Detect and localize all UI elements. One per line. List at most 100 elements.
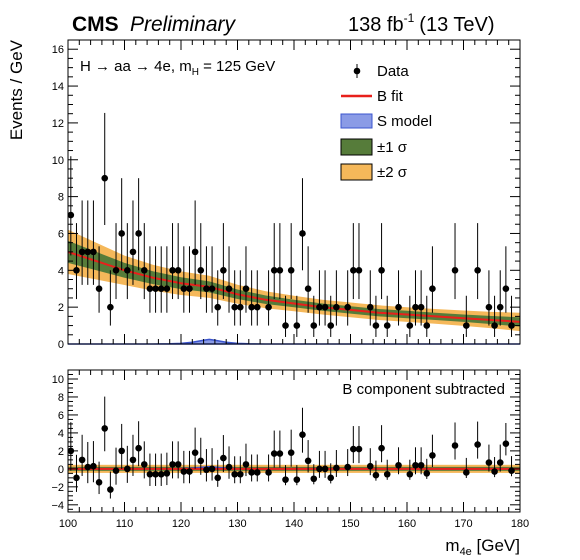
data-point [135, 421, 142, 467]
data-point [140, 441, 148, 479]
data-marker [231, 470, 238, 478]
legend-entry-bfit: B fit [341, 88, 404, 105]
data-point [287, 429, 295, 467]
data-marker [451, 442, 459, 449]
data-marker [417, 461, 425, 469]
data-marker [174, 461, 182, 468]
data-marker [225, 285, 233, 293]
data-marker [321, 303, 329, 311]
data-marker [508, 322, 515, 329]
data-point [383, 295, 391, 337]
data-point [429, 246, 436, 313]
data-point [316, 450, 323, 478]
data-marker [502, 285, 510, 293]
data-marker [157, 285, 165, 293]
legend-label: S model [377, 113, 432, 130]
annotation-text: H → aa → 4e, m [80, 58, 192, 75]
data-marker [451, 267, 459, 274]
data-marker [366, 462, 374, 470]
data-marker [406, 470, 414, 478]
data-point [496, 270, 504, 326]
data-point [146, 453, 154, 486]
data-marker [372, 471, 380, 479]
data-marker [316, 303, 323, 311]
data-point [107, 270, 114, 326]
data-point [163, 246, 171, 313]
data-point [197, 437, 205, 475]
data-marker [242, 461, 250, 468]
main-plot-frame [67, 39, 521, 345]
data-point [90, 200, 97, 285]
data-marker [146, 470, 154, 478]
data-marker [220, 267, 227, 274]
data-point [366, 448, 374, 476]
y-tick-label: 14 [52, 81, 64, 93]
data-point [350, 223, 357, 300]
ratio-y-tick-label: 10 [52, 374, 64, 386]
ratio-y-tick-label: −2 [51, 482, 64, 494]
x-tick-label: 130 [228, 518, 246, 530]
data-marker [135, 230, 142, 237]
data-marker [412, 303, 419, 311]
data-marker [140, 461, 148, 468]
data-point [395, 447, 402, 475]
data-point [485, 270, 493, 326]
data-marker [276, 267, 284, 274]
data-point [321, 270, 329, 326]
data-point [355, 426, 363, 464]
data-marker [135, 444, 142, 452]
data-point [78, 434, 86, 476]
data-marker [293, 476, 301, 483]
y-tick-label: 8 [58, 192, 64, 204]
main-annotation: H → aa → 4e, mH = 125 GeV [80, 58, 275, 78]
data-marker [310, 322, 318, 329]
data-marker [304, 285, 312, 293]
data-point [491, 295, 498, 337]
data-point [293, 295, 301, 337]
data-point [366, 270, 374, 326]
data-marker [333, 464, 340, 472]
data-marker [95, 285, 103, 293]
data-point [208, 448, 216, 481]
data-marker [248, 303, 255, 311]
lumi-value: 138 fb [348, 14, 404, 36]
data-point [220, 223, 227, 300]
data-marker [265, 303, 272, 311]
data-point [157, 453, 165, 486]
data-point [265, 454, 272, 482]
data-point [237, 270, 244, 326]
ratio-panel: −4 −2 0 2 4 6 8 10 100 110 120 130 140 150 160 170 180 B… [51, 369, 529, 558]
data-point [242, 246, 250, 313]
data-point [327, 295, 335, 337]
data-marker [84, 248, 92, 256]
data-marker [124, 267, 131, 274]
data-point [180, 246, 188, 313]
data-point [174, 223, 182, 300]
fit-bands [68, 229, 520, 332]
data-marker [237, 303, 244, 311]
x-tick-label: 150 [341, 518, 359, 530]
data-marker [197, 267, 205, 274]
data-point [191, 200, 199, 285]
data-marker [95, 479, 103, 486]
y-tick-label: 0 [58, 339, 64, 351]
ratio-y-tick-label: 2 [58, 446, 64, 458]
data-point [95, 461, 103, 495]
data-point [146, 246, 154, 313]
legend-entry-data: Data [353, 63, 409, 80]
data-point [248, 270, 255, 326]
data-marker [287, 267, 295, 274]
data-point [406, 295, 414, 337]
data-marker [355, 267, 363, 274]
data-marker [253, 469, 261, 476]
data-marker [129, 456, 137, 464]
data-point [282, 465, 289, 486]
data-marker [378, 267, 385, 274]
data-marker [304, 457, 312, 465]
data-point [417, 447, 425, 475]
data-point [287, 223, 295, 300]
data-marker [327, 322, 335, 329]
data-point [485, 444, 493, 472]
